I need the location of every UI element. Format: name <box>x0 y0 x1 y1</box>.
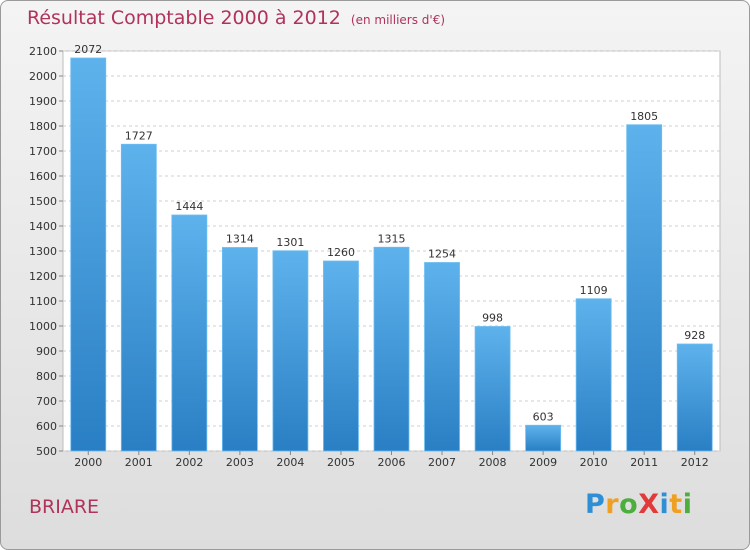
value-label: 1444 <box>175 200 203 213</box>
chart-subtitle: (en milliers d'€) <box>350 13 446 27</box>
value-label: 1805 <box>630 110 658 123</box>
bar-2003 <box>221 247 258 452</box>
x-tick-label: 2004 <box>276 456 304 469</box>
value-label: 1109 <box>580 284 608 297</box>
bar-2011 <box>626 124 663 452</box>
x-axis: 2000 2001 2002 2003 2004 2005 2006 2007 2008 2009… <box>74 451 709 469</box>
logo-letter: o <box>619 489 639 520</box>
y-tick-label: 1200 <box>29 270 57 283</box>
y-tick-label: 1800 <box>29 120 57 133</box>
value-label: 928 <box>684 329 705 342</box>
y-tick-label: 900 <box>36 345 57 358</box>
x-tick-label: 2001 <box>125 456 153 469</box>
value-label: 1254 <box>428 248 456 261</box>
y-tick-label: 2100 <box>29 45 57 58</box>
bar-2005 <box>323 260 359 452</box>
y-tick-label: 1000 <box>29 320 57 333</box>
y-tick-label: 1600 <box>29 170 57 183</box>
logo-letter: i <box>659 489 670 520</box>
bar-2004 <box>272 250 309 452</box>
location-name: BRIARE <box>29 496 100 518</box>
value-label: 1301 <box>276 236 304 249</box>
bar-2000 <box>70 57 107 452</box>
y-tick-label: 1400 <box>29 220 57 233</box>
proxiti-logo: ProXiti <box>585 489 692 520</box>
logo-letter: r <box>605 489 620 520</box>
logo-letter: t <box>669 489 683 520</box>
y-tick-label: 1900 <box>29 95 57 108</box>
y-tick-label: 700 <box>36 395 57 408</box>
value-label: 1315 <box>378 232 406 245</box>
y-tick-label: 1700 <box>29 145 57 158</box>
bar-2008 <box>474 326 511 452</box>
y-tick-label: 600 <box>36 420 57 433</box>
bar-2012 <box>676 343 713 452</box>
bar-2006 <box>373 246 410 452</box>
logo-letter: P <box>585 489 606 520</box>
x-tick-label: 2008 <box>479 456 507 469</box>
x-tick-label: 2007 <box>428 456 456 469</box>
y-tick-label: 1500 <box>29 195 57 208</box>
bar-2009 <box>525 424 562 452</box>
x-tick-label: 2005 <box>327 456 355 469</box>
y-axis: 500 600 700 800 900 1000 1100 1200 1300 1400 1500 1… <box>29 45 63 458</box>
x-tick-label: 2012 <box>681 456 709 469</box>
chart-title-text: Résultat Comptable 2000 à 2012 <box>27 7 341 29</box>
y-tick-label: 2000 <box>29 70 57 83</box>
y-tick-label: 500 <box>36 445 57 458</box>
bar-2001 <box>120 143 157 452</box>
value-label: 1260 <box>327 246 355 259</box>
x-tick-label: 2010 <box>580 456 608 469</box>
value-label: 1727 <box>125 129 153 142</box>
bars: 2072 1727 1444 1314 1301 1260 1315 1254 998 603 11… <box>70 43 713 452</box>
logo-letter: i <box>682 489 693 520</box>
bar-2007 <box>424 262 460 452</box>
value-label: 2072 <box>74 43 102 56</box>
y-tick-label: 1100 <box>29 295 57 308</box>
bar-2002 <box>171 214 208 452</box>
x-tick-label: 2003 <box>226 456 254 469</box>
bar-2010 <box>575 298 612 452</box>
value-label: 603 <box>533 410 554 423</box>
y-tick-label: 1300 <box>29 245 57 258</box>
x-tick-label: 2006 <box>378 456 406 469</box>
x-tick-label: 2002 <box>175 456 203 469</box>
value-label: 1314 <box>226 233 254 246</box>
logo-letter: X <box>638 489 660 520</box>
x-tick-label: 2011 <box>630 456 658 469</box>
x-tick-label: 2000 <box>74 456 102 469</box>
chart-title: Résultat Comptable 2000 à 2012 (en millie… <box>27 7 445 29</box>
y-tick-label: 800 <box>36 370 57 383</box>
value-label: 998 <box>482 312 503 325</box>
x-tick-label: 2009 <box>529 456 557 469</box>
